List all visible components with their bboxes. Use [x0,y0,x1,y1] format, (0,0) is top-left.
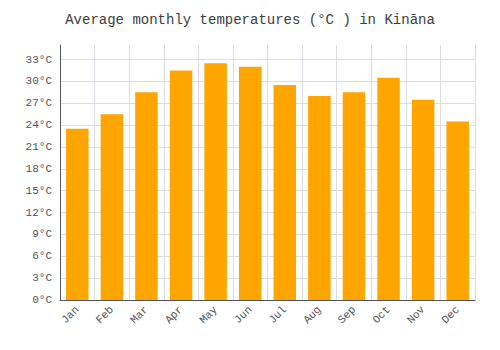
svg-text:27°C: 27°C [26,97,53,109]
svg-text:15°C: 15°C [26,185,53,197]
svg-text:Apr: Apr [163,304,185,326]
svg-text:Aug: Aug [301,304,323,326]
svg-text:9°C: 9°C [32,228,52,240]
svg-text:Nov: Nov [405,303,428,326]
svg-text:Jul: Jul [267,304,289,326]
svg-text:30°C: 30°C [26,75,53,87]
svg-text:12°C: 12°C [26,207,53,219]
svg-text:May: May [197,303,220,326]
svg-text:21°C: 21°C [26,141,53,153]
svg-text:0°C: 0°C [32,294,52,306]
svg-text:Jun: Jun [232,304,254,326]
svg-text:24°C: 24°C [26,119,53,131]
svg-text:3°C: 3°C [32,272,52,284]
svg-text:18°C: 18°C [26,163,53,175]
svg-text:Average monthly temperatures (: Average monthly temperatures (°C ) in Ki… [65,12,435,28]
svg-text:Jan: Jan [59,304,81,326]
svg-text:Oct: Oct [370,304,392,326]
svg-text:Mar: Mar [128,304,150,326]
svg-text:33°C: 33°C [26,54,53,66]
svg-text:Feb: Feb [94,304,116,326]
svg-text:Dec: Dec [439,304,461,326]
svg-text:Sep: Sep [336,304,358,326]
svg-text:6°C: 6°C [32,250,52,262]
